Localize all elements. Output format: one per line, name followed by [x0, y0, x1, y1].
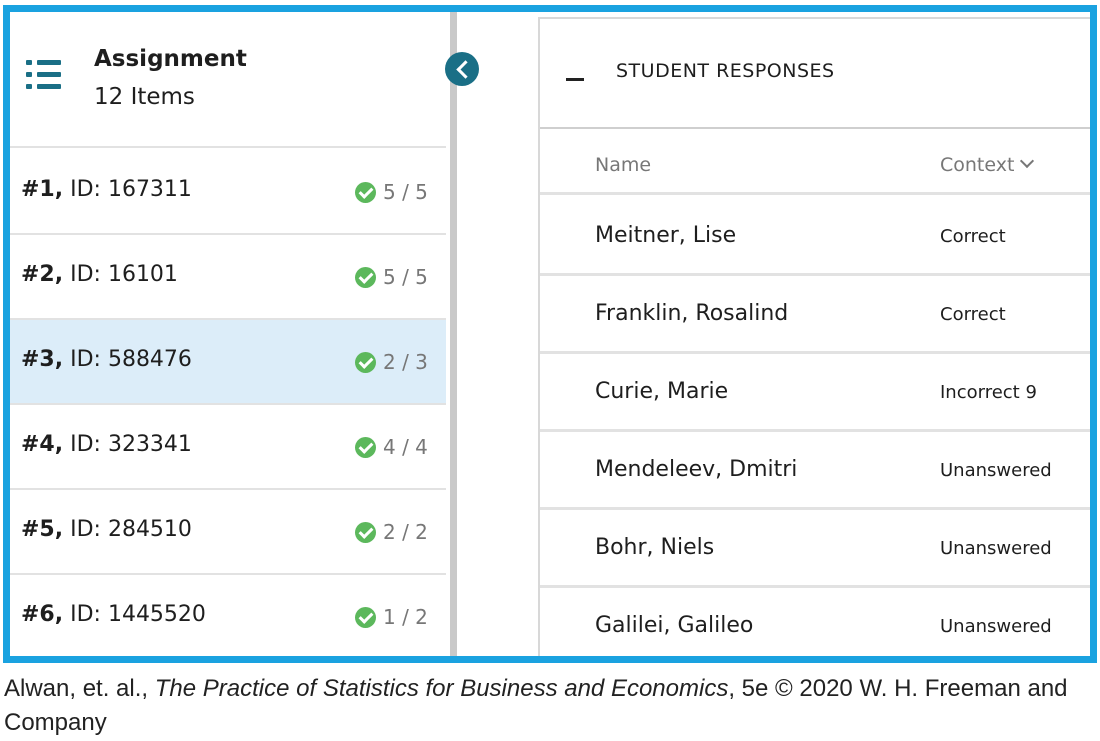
table-header: Name Context: [540, 131, 1090, 195]
student-name: Mendeleev, Dmitri: [595, 457, 798, 482]
check-circle-icon: [355, 352, 376, 373]
chevron-left-icon[interactable]: [445, 52, 479, 86]
student-name: Bohr, Niels: [595, 535, 715, 560]
assignment-item[interactable]: #2, ID: 16101 5 / 5: [10, 235, 446, 320]
panel-resize-handle[interactable]: [450, 12, 457, 656]
response-context: Correct: [940, 226, 1006, 247]
student-name: Franklin, Rosalind: [595, 301, 789, 326]
item-score: 1 / 2: [383, 605, 428, 629]
item-label: #6, ID: 1445520: [21, 602, 206, 627]
table-row[interactable]: Meitner, Lise Correct: [540, 198, 1090, 276]
responses-header[interactable]: STUDENT RESPONSES: [540, 19, 1090, 129]
response-context: Correct: [940, 304, 1006, 325]
student-name: Galilei, Galileo: [595, 613, 754, 638]
response-context: Unanswered: [940, 538, 1052, 559]
assignment-header: Assignment 12 Items: [10, 12, 446, 148]
check-circle-icon: [355, 437, 376, 458]
collapse-minus-icon[interactable]: [566, 78, 584, 81]
check-circle-icon: [355, 522, 376, 543]
column-name: Name: [595, 154, 652, 176]
item-score: 2 / 2: [383, 520, 428, 544]
check-circle-icon: [355, 607, 376, 628]
responses-title: STUDENT RESPONSES: [616, 60, 835, 82]
item-label: #5, ID: 284510: [21, 517, 192, 542]
table-row[interactable]: Franklin, Rosalind Correct: [540, 276, 1090, 354]
assignment-item[interactable]: #4, ID: 323341 4 / 4: [10, 405, 446, 490]
response-context: Unanswered: [940, 460, 1052, 481]
item-score: 5 / 5: [383, 180, 428, 204]
assignment-item-selected[interactable]: #3, ID: 588476 2 / 3: [10, 320, 446, 405]
item-score: 2 / 3: [383, 350, 428, 374]
item-score: 5 / 5: [383, 265, 428, 289]
check-circle-icon: [355, 182, 376, 203]
assignment-item[interactable]: #5, ID: 284510 2 / 2: [10, 490, 446, 575]
screenshot-frame: Assignment 12 Items #1, ID: 167311 5 / 5…: [3, 5, 1097, 663]
assignment-sidebar: Assignment 12 Items #1, ID: 167311 5 / 5…: [10, 12, 446, 656]
item-label: #4, ID: 323341: [21, 432, 192, 457]
check-circle-icon: [355, 267, 376, 288]
table-row[interactable]: Bohr, Niels Unanswered: [540, 510, 1090, 588]
assignment-item[interactable]: #6, ID: 1445520 1 / 2: [10, 575, 446, 656]
student-name: Meitner, Lise: [595, 223, 737, 248]
table-row[interactable]: Galilei, Galileo Unanswered: [540, 588, 1090, 656]
item-score: 4 / 4: [383, 435, 428, 459]
response-context: Incorrect 9: [940, 382, 1037, 403]
student-responses-panel: STUDENT RESPONSES Name Context Meitner, …: [538, 17, 1090, 656]
list-icon[interactable]: [26, 60, 62, 96]
table-row[interactable]: Mendeleev, Dmitri Unanswered: [540, 432, 1090, 510]
item-label: #1, ID: 167311: [21, 177, 192, 202]
response-context: Unanswered: [940, 616, 1052, 637]
item-label: #3, ID: 588476: [21, 347, 192, 372]
assignment-item[interactable]: #1, ID: 167311 5 / 5: [10, 150, 446, 235]
assignment-title: Assignment: [94, 46, 247, 72]
item-label: #2, ID: 16101: [21, 262, 178, 287]
source-caption: Alwan, et. al., The Practice of Statisti…: [4, 675, 1068, 736]
item-count: 12 Items: [94, 84, 195, 110]
column-context-sort[interactable]: Context: [940, 154, 1015, 176]
table-row[interactable]: Curie, Marie Incorrect 9: [540, 354, 1090, 432]
student-name: Curie, Marie: [595, 379, 729, 404]
chevron-down-icon[interactable]: [1019, 153, 1035, 169]
